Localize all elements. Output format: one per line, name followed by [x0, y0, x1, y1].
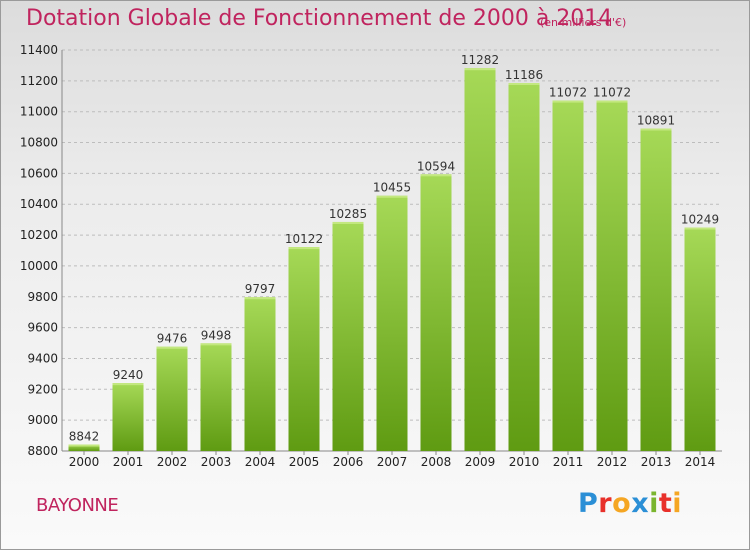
bar[interactable] [156, 346, 188, 451]
y-tick-label: 10200 [20, 228, 58, 242]
x-tick-label: 2003 [201, 455, 232, 469]
y-tick-label: 10600 [20, 166, 58, 180]
bar[interactable] [68, 444, 100, 451]
y-tick-label: 9000 [27, 413, 58, 427]
bar-top-highlight [288, 247, 320, 250]
bar[interactable] [420, 174, 452, 451]
data-label: 10285 [329, 207, 367, 221]
bar[interactable] [376, 195, 408, 451]
x-tick-label: 2010 [509, 455, 540, 469]
bar-top-highlight [420, 174, 452, 177]
bar[interactable] [596, 100, 628, 451]
x-tick-label: 2009 [465, 455, 496, 469]
logo-letter: i [649, 488, 659, 519]
bar-top-highlight [376, 195, 408, 198]
x-tick-label: 2014 [685, 455, 716, 469]
bar[interactable] [464, 68, 496, 452]
bar[interactable] [332, 221, 364, 451]
bar[interactable] [508, 83, 540, 452]
x-tick-label: 2011 [553, 455, 584, 469]
x-tick-label: 2013 [641, 455, 672, 469]
data-label: 9498 [201, 328, 232, 342]
commune-name: BAYONNE [36, 495, 119, 516]
y-tick-label: 11400 [20, 43, 58, 57]
bar-top-highlight [244, 297, 276, 300]
y-tick-label: 10400 [20, 197, 58, 211]
y-tick-label: 9600 [27, 321, 58, 335]
data-label: 11072 [593, 86, 631, 100]
data-label: 8842 [69, 430, 100, 444]
x-tick-label: 2005 [289, 455, 320, 469]
bar[interactable] [640, 128, 672, 451]
y-tick-label: 9800 [27, 290, 58, 304]
logo-letter: o [612, 488, 632, 519]
x-tick-label: 2007 [377, 455, 408, 469]
logo-letter: t [658, 488, 673, 519]
y-tick-label: 10000 [20, 259, 58, 273]
bar[interactable] [288, 247, 320, 451]
bar[interactable] [200, 343, 232, 451]
logo-letter: x [631, 488, 650, 519]
x-tick-label: 2008 [421, 455, 452, 469]
bar-top-highlight [156, 346, 188, 349]
x-tick-label: 2004 [245, 455, 276, 469]
bar[interactable] [112, 383, 144, 451]
chart-title: Dotation Globale de Fonctionnement de 20… [26, 6, 613, 31]
bar-top-highlight [552, 100, 584, 103]
bar[interactable] [684, 227, 716, 451]
data-label: 11186 [505, 68, 543, 82]
bar-top-highlight [640, 128, 672, 131]
bar-top-highlight [332, 221, 364, 224]
y-tick-label: 11000 [20, 105, 58, 119]
data-label: 10891 [637, 114, 675, 128]
data-label: 10122 [285, 232, 323, 246]
y-tick-label: 9200 [27, 382, 58, 396]
data-label: 9240 [113, 368, 144, 382]
bar-top-highlight [200, 343, 232, 346]
x-tick-label: 2000 [69, 455, 100, 469]
data-label: 10249 [681, 213, 719, 227]
data-label: 11072 [549, 86, 587, 100]
bar-top-highlight [508, 83, 540, 86]
bar-top-highlight [684, 227, 716, 230]
x-tick-label: 2006 [333, 455, 364, 469]
chart-subtitle: (en milliers d'€) [540, 16, 627, 29]
logo-letter: P [578, 488, 599, 519]
y-tick-label: 9400 [27, 351, 58, 365]
data-label: 9797 [245, 282, 276, 296]
data-label: 10594 [417, 159, 455, 173]
proxiti-logo[interactable]: Proxiti [578, 488, 682, 519]
data-label: 9476 [157, 332, 188, 346]
y-tick-label: 10800 [20, 136, 58, 150]
x-tick-label: 2012 [597, 455, 628, 469]
bar-top-highlight [68, 444, 100, 447]
bar[interactable] [244, 297, 276, 451]
bar[interactable] [552, 100, 584, 451]
x-tick-label: 2001 [113, 455, 144, 469]
y-tick-label: 8800 [27, 444, 58, 458]
logo-letter: r [598, 488, 613, 519]
y-tick-label: 11200 [20, 74, 58, 88]
data-label: 11282 [461, 53, 499, 67]
bar-top-highlight [464, 68, 496, 71]
x-tick-label: 2002 [157, 455, 188, 469]
bar-top-highlight [112, 383, 144, 386]
bar-top-highlight [596, 100, 628, 103]
logo-letter: i [672, 488, 683, 519]
data-label: 10455 [373, 181, 411, 195]
